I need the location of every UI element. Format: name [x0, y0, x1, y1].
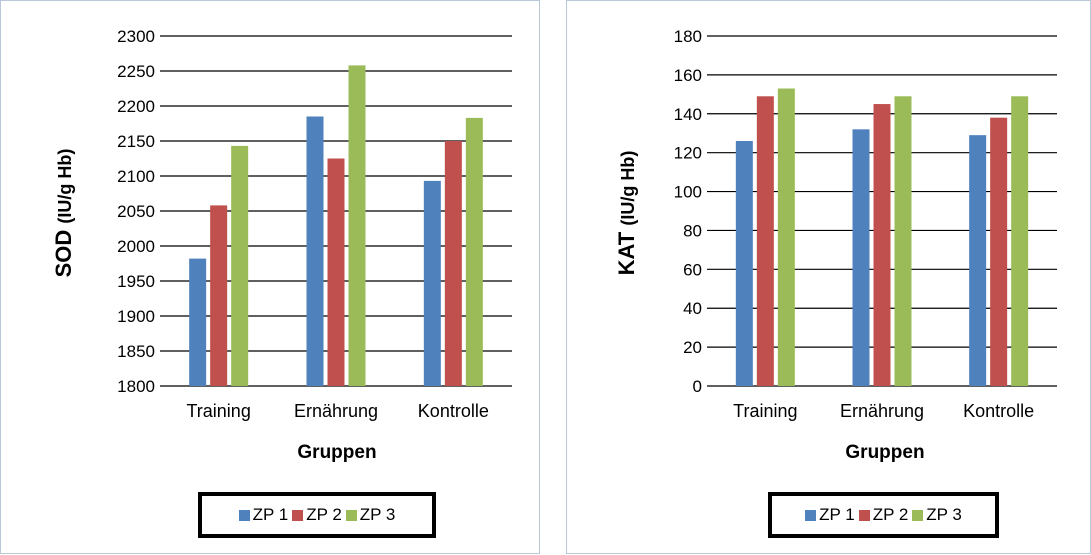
y-tick-label: 1900 [117, 307, 155, 326]
x-tick-label: Training [186, 401, 250, 421]
legend-label: ZP 3 [359, 505, 396, 524]
bar-zp2-training [756, 96, 774, 387]
bar-zp1-training [735, 141, 753, 386]
legend-item-zp3: ZP 3 [345, 505, 396, 525]
legend: ZP 1 ZP 2 ZP 3 [768, 492, 999, 538]
y-tick-label: 2000 [117, 237, 155, 256]
y-axis-label: KAT (IU/g Hb) [614, 151, 639, 276]
x-tick-label: Kontrolle [963, 401, 1034, 421]
legend-swatch-zp2 [292, 509, 304, 521]
bar-zp3-training [231, 145, 249, 386]
x-axis-label: Gruppen [297, 442, 376, 463]
legend-swatch-zp1 [805, 509, 817, 521]
legend-swatch-zp1 [238, 509, 250, 521]
bar-zp2-training [210, 205, 228, 386]
plot-area: 0 20 40 60 80 100 120 140 160 180 Training Ernährun… [674, 27, 1057, 421]
bar-zp1-kontrolle [969, 135, 987, 386]
y-tick-label: 2100 [117, 167, 155, 186]
y-tick-label: 1850 [117, 342, 155, 361]
bar-zp3-kontrolle [465, 117, 483, 387]
legend-item-zp1: ZP 1 [805, 505, 855, 525]
y-tick-label: 0 [693, 377, 702, 396]
legend-item-zp2: ZP 2 [858, 505, 909, 525]
x-tick-label: Ernährung [294, 401, 378, 421]
legend-item-zp1: ZP 1 [238, 505, 289, 525]
y-tick-label: 160 [674, 66, 702, 85]
legend-item-zp2: ZP 2 [292, 505, 342, 525]
sod-bar-chart: SOD (IU/g Hb) Gruppen 1800 1850 1900 1950 20… [51, 27, 512, 463]
y-tick-label: 20 [683, 338, 702, 357]
bar-zp3-training [777, 88, 795, 386]
x-tick-label: Training [733, 401, 797, 421]
y-tick-label: 80 [683, 221, 702, 240]
y-tick-label: 120 [674, 144, 702, 163]
bar-zp2-kontrolle [990, 117, 1008, 387]
x-tick-label: Ernährung [840, 401, 924, 421]
bar-zp2-kontrolle [444, 141, 462, 386]
legend-label: ZP 1 [819, 505, 855, 524]
legend-swatch-zp2 [858, 509, 870, 521]
kat-bar-chart: KAT (IU/g Hb) Gruppen 0 20 40 60 80 100 120 140… [614, 27, 1057, 463]
bar-zp1-ernährung [306, 116, 324, 386]
bar-zp2-ernährung [873, 104, 891, 387]
y-tick-label: 1800 [117, 377, 155, 396]
y-tick-label: 2050 [117, 202, 155, 221]
bar-zp2-ernährung [327, 158, 345, 386]
y-tick-label: 1950 [117, 272, 155, 291]
legend-label: ZP 2 [872, 505, 909, 524]
y-tick-label: 180 [674, 27, 702, 46]
legend-label: ZP 1 [252, 505, 289, 524]
legend-label: ZP 3 [926, 505, 962, 524]
y-tick-label: 2150 [117, 132, 155, 151]
plot-area: 1800 1850 1900 1950 2000 2050 2100 2150 2200 2250… [117, 27, 512, 421]
bar-zp3-ernährung [894, 96, 912, 387]
legend-swatch-zp3 [912, 509, 924, 521]
bar-zp3-kontrolle [1011, 96, 1029, 387]
x-tick-label: Kontrolle [418, 401, 489, 421]
y-tick-label: 40 [683, 299, 702, 318]
legend-item-zp3: ZP 3 [912, 505, 962, 525]
bar-zp3-ernährung [348, 65, 366, 387]
y-tick-label: 2200 [117, 97, 155, 116]
chart-panel-kat: KAT (IU/g Hb) Gruppen 0 20 40 60 80 100 120 140… [566, 0, 1091, 554]
bar-zp1-kontrolle [423, 180, 441, 386]
chart-panel-sod: SOD (IU/g Hb) Gruppen 1800 1850 1900 1950 20… [0, 0, 540, 554]
legend: ZP 1 ZP 2 ZP 3 [198, 492, 436, 538]
y-tick-label: 60 [683, 260, 702, 279]
y-tick-label: 2250 [117, 62, 155, 81]
bar-zp1-training [189, 258, 207, 386]
y-axis-label: SOD (IU/g Hb) [51, 149, 76, 278]
y-tick-label: 100 [674, 183, 702, 202]
legend-label: ZP 2 [306, 505, 342, 524]
y-tick-label: 2300 [117, 27, 155, 46]
legend-swatch-zp3 [345, 509, 357, 521]
bar-zp1-ernährung [852, 129, 870, 387]
y-tick-label: 140 [674, 105, 702, 124]
x-axis-label: Gruppen [845, 442, 924, 463]
